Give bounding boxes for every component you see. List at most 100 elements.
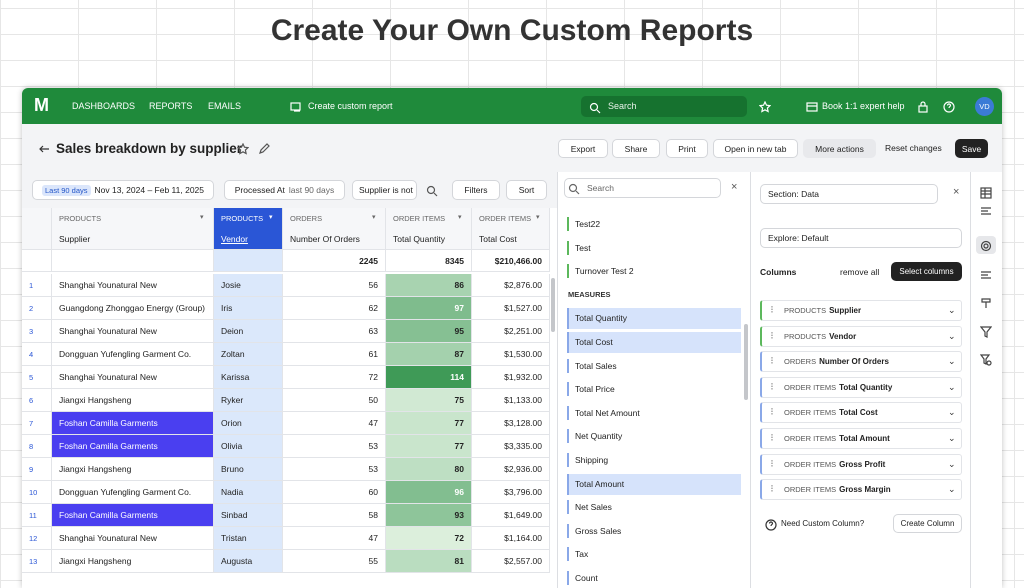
- table-cell: 77: [386, 435, 472, 458]
- measure-item[interactable]: Tax: [575, 549, 589, 560]
- column-item[interactable]: ⠇ ORDER ITEMS Gross Profit ⌄: [760, 453, 962, 475]
- icon-divider: [970, 172, 971, 588]
- measure-bar: [567, 429, 569, 444]
- table-cell: Ryker: [214, 389, 283, 412]
- column-item[interactable]: ⠇ ORDER ITEMS Total Quantity ⌄: [760, 376, 962, 398]
- list-scrollbar: [744, 324, 748, 400]
- column-item[interactable]: ⠇ ORDER ITEMS Total Cost ⌄: [760, 402, 962, 424]
- toolbar-button[interactable]: Open in new tab: [713, 139, 798, 158]
- measure-item[interactable]: Total Quantity: [575, 313, 627, 324]
- table-cell: Jiangxi Hangsheng: [52, 458, 214, 481]
- reset-button[interactable]: Reset changes: [885, 143, 942, 153]
- toolbar-button[interactable]: Share: [612, 139, 660, 158]
- processed-filter[interactable]: Processed At last 90 days: [224, 180, 345, 200]
- column-item[interactable]: ⠇ PRODUCTS Vendor ⌄: [760, 325, 962, 347]
- table-cell: $2,936.00: [472, 458, 550, 481]
- help-icon: [765, 518, 777, 531]
- column-item[interactable]: ⠇ ORDERS Number Of Orders ⌄: [760, 351, 962, 373]
- supplier-filter[interactable]: Supplier is not: [352, 180, 417, 200]
- column-name: Total Quantity: [393, 234, 445, 244]
- headline: Create Your Own Custom Reports: [270, 14, 754, 47]
- nav-item[interactable]: REPORTS: [149, 101, 193, 111]
- table-cell: Tristan: [214, 527, 283, 550]
- select-columns[interactable]: Select columns: [891, 262, 962, 281]
- column-name: Vendor: [829, 331, 857, 341]
- header-cell: ORDER ITEMS Total Cost ▾: [472, 208, 550, 250]
- drag-handle: ⠇: [770, 433, 777, 443]
- date-filter[interactable]: Last 90 days Nov 13, 2024 – Feb 11, 2025: [32, 180, 214, 200]
- create-column[interactable]: Create Column: [893, 514, 962, 533]
- avatar[interactable]: VD: [975, 97, 994, 116]
- column-name: Total Amount: [839, 434, 890, 443]
- drag-handle: ⠇: [770, 356, 777, 367]
- measure-item[interactable]: Net Quantity: [575, 431, 623, 442]
- column-group: ORDERS: [784, 357, 817, 367]
- lock-icon: [917, 100, 929, 113]
- settings-close[interactable]: ×: [953, 186, 960, 198]
- sort-caret: ▾: [372, 214, 376, 221]
- column-name: Number Of Orders: [290, 234, 360, 244]
- toolbar-button[interactable]: Print: [666, 139, 708, 158]
- filters-button[interactable]: Filters: [452, 180, 500, 200]
- table-cell: $1,133.00: [472, 389, 550, 412]
- measure-item[interactable]: Total Sales: [575, 360, 617, 371]
- column-name: Total Cost: [479, 234, 517, 244]
- measure-item[interactable]: Total Cost: [575, 337, 613, 347]
- table-cell: 8: [22, 435, 52, 458]
- table-cell: $2,557.00: [472, 550, 550, 573]
- create-report[interactable]: Create custom report: [308, 101, 393, 111]
- table-cell: 86: [386, 274, 472, 297]
- table-cell: 3: [22, 320, 52, 343]
- column-name: Gross Profit: [839, 459, 886, 469]
- table-cell: 61: [283, 343, 386, 366]
- table-cell: Karissa: [214, 366, 283, 389]
- measure-item[interactable]: Gross Sales: [575, 525, 622, 536]
- column-group: ORDER ITEMS: [479, 214, 532, 223]
- nav-item[interactable]: DASHBOARDS: [72, 101, 136, 111]
- column-item[interactable]: ⠇ ORDER ITEMS Total Amount ⌄: [760, 428, 962, 449]
- dimension-item[interactable]: Test: [575, 242, 591, 253]
- toolbar-button[interactable]: Export: [558, 139, 608, 158]
- table-cell: 95: [386, 320, 472, 343]
- measure-item[interactable]: Total Price: [575, 384, 615, 395]
- totals-cell: 2245: [283, 250, 386, 272]
- table-cell: Dongguan Yufengling Garment Co.: [52, 343, 214, 366]
- table-cell: 4: [22, 343, 52, 366]
- table-cell: 58: [283, 504, 386, 527]
- rail-icon: [979, 325, 993, 338]
- dimension-item[interactable]: Test22: [575, 219, 601, 229]
- table-cell: 1: [22, 274, 52, 297]
- report-title: Sales breakdown by supplier: [56, 141, 243, 156]
- book-expert[interactable]: Book 1:1 expert help: [822, 101, 905, 111]
- column-item[interactable]: ⠇ ORDER ITEMS Gross Margin ⌄: [760, 479, 962, 501]
- help-icon: [943, 100, 955, 113]
- measure-item[interactable]: Net Sales: [575, 502, 612, 513]
- search-box[interactable]: Search: [581, 96, 747, 117]
- measure-item[interactable]: Total Amount: [575, 478, 625, 489]
- column-item[interactable]: ⠇ PRODUCTS Supplier ⌄: [760, 300, 962, 321]
- chevron: ⌄: [948, 407, 956, 418]
- rail-icon: [980, 239, 992, 252]
- table-cell: 13: [22, 550, 52, 573]
- table-cell: $3,796.00: [472, 481, 550, 504]
- measure-item[interactable]: Shipping: [575, 455, 609, 465]
- section-select[interactable]: Section: Data: [760, 184, 938, 204]
- table-cell: 81: [386, 550, 472, 573]
- panel-close[interactable]: ×: [731, 181, 738, 193]
- table-cell: Shanghai Younatural New: [52, 274, 214, 297]
- measure-item[interactable]: Count: [575, 573, 598, 583]
- dimension-item[interactable]: Turnover Test 2: [575, 266, 634, 277]
- header-cell: PRODUCTS Vendor ▾: [214, 208, 283, 250]
- save-button[interactable]: Save: [955, 139, 988, 158]
- measure-item[interactable]: Total Net Amount: [575, 407, 640, 418]
- sort-button[interactable]: Sort: [506, 180, 547, 200]
- table-cell: $1,932.00: [472, 366, 550, 389]
- toolbar-button[interactable]: More actions: [803, 139, 876, 158]
- nav-item[interactable]: EMAILS: [208, 101, 242, 111]
- header-cell: PRODUCTS Supplier ▾: [52, 208, 214, 250]
- field-search[interactable]: Search: [564, 178, 721, 198]
- column-group: PRODUCTS: [784, 331, 827, 341]
- remove-all[interactable]: remove all: [840, 267, 880, 277]
- table-cell: $1,530.00: [472, 343, 550, 366]
- explore-select[interactable]: Explore: Default: [760, 228, 962, 248]
